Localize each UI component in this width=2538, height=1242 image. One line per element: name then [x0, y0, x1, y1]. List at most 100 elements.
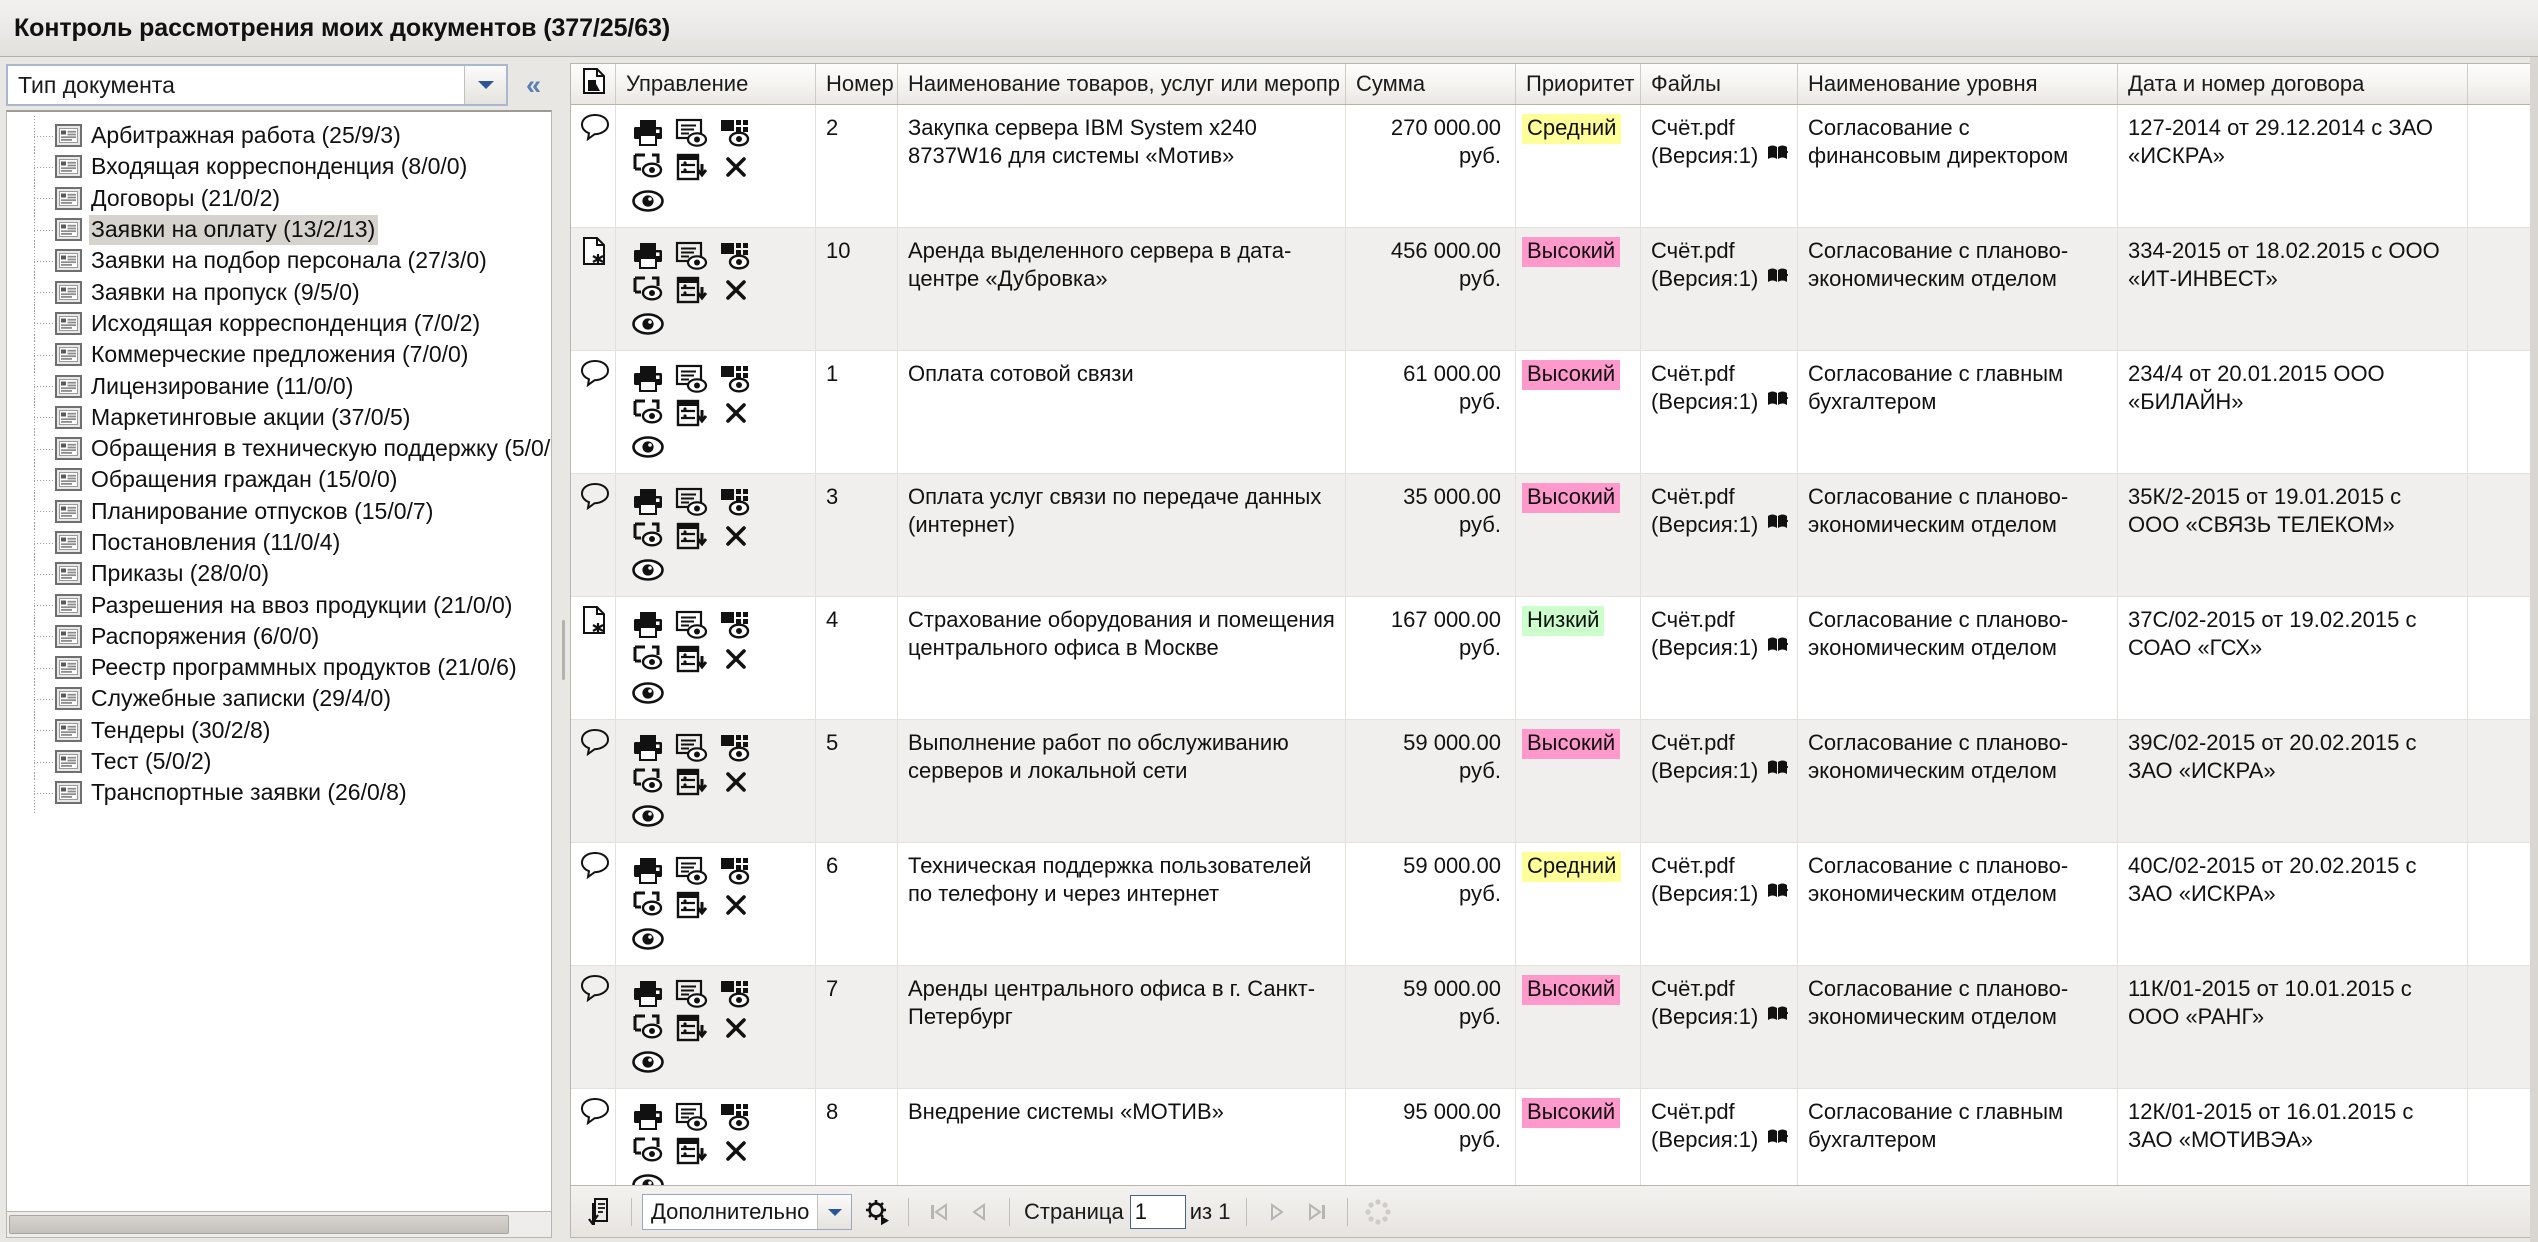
eye-icon[interactable] [626, 184, 670, 218]
table-row[interactable]: 4 Страхование оборудования и помещения це… [571, 597, 2531, 720]
row-status-cell[interactable] [571, 105, 616, 227]
table-row[interactable]: 8 Внедрение системы «МОТИВ» 95 000.00 руб.… [571, 1089, 2531, 1185]
eye-icon[interactable] [626, 922, 670, 956]
file-name[interactable]: Счёт.pdf [1651, 1099, 1735, 1124]
additional-mode-value[interactable]: Дополнительно [651, 1198, 810, 1224]
tree-item[interactable]: Лицензирование (11/0/0) [7, 366, 551, 406]
grid-header-sum[interactable]: Сумма [1346, 64, 1516, 104]
table-row[interactable]: 6 Техническая поддержка пользователей по … [571, 843, 2531, 966]
table-row[interactable]: 10 Аренда выделенного сервера в дата-цент… [571, 228, 2531, 351]
chevron-down-icon[interactable] [817, 1194, 851, 1229]
print-icon[interactable] [626, 116, 670, 150]
document-preview-icon[interactable] [670, 239, 714, 273]
row-status-cell[interactable] [571, 843, 616, 965]
tree-item[interactable]: Маркетинговые акции (37/0/5) [7, 397, 551, 437]
speech-bubble-icon[interactable] [580, 974, 610, 1009]
speech-bubble-icon[interactable] [580, 359, 610, 394]
close-x-icon[interactable] [714, 519, 758, 553]
tree-item[interactable]: Заявки на подбор персонала (27/3/0) [7, 241, 551, 281]
grid-header-ctl[interactable] [571, 64, 616, 104]
sidebar-horizontal-scrollbar[interactable] [6, 1212, 552, 1238]
tree-item[interactable]: Постановления (11/0/4) [7, 522, 551, 563]
tree-item[interactable]: Коммерческие предложения (7/0/0) [7, 335, 551, 375]
frame-preview-icon[interactable] [626, 765, 670, 799]
speech-bubble-icon[interactable] [580, 113, 610, 148]
speech-bubble-icon[interactable] [580, 482, 610, 517]
grid-header-num[interactable]: Номер [816, 64, 898, 104]
print-icon[interactable] [626, 608, 670, 642]
file-name[interactable]: Счёт.pdf [1651, 238, 1735, 263]
speech-bubble-icon[interactable] [580, 1097, 610, 1132]
close-x-icon[interactable] [714, 642, 758, 676]
document-preview-icon[interactable] [670, 485, 714, 519]
tree-item[interactable]: Разрешения на ввоз продукции (21/0/0) [7, 585, 551, 625]
eye-icon[interactable] [626, 430, 670, 464]
file-name[interactable]: Счёт.pdf [1651, 730, 1735, 755]
book-open-icon[interactable] [1766, 1003, 1790, 1031]
table-row[interactable]: 2 Закупка сервера IBM System x240 8737W16… [571, 105, 2531, 228]
frame-preview-icon[interactable] [626, 642, 670, 676]
tree-item[interactable]: Транспортные заявки (26/0/8) [7, 773, 551, 813]
close-x-icon[interactable] [714, 888, 758, 922]
document-preview-icon[interactable] [670, 116, 714, 150]
grid-header-date[interactable]: Дата и номер договора [2118, 64, 2468, 104]
collapse-sidebar-button[interactable]: « [512, 64, 552, 106]
archive-download-icon[interactable] [670, 765, 714, 799]
new-page-icon[interactable] [580, 605, 610, 642]
book-open-icon[interactable] [1766, 880, 1790, 908]
close-x-icon[interactable] [714, 1011, 758, 1045]
eye-icon[interactable] [626, 553, 670, 587]
copy-preview-icon[interactable] [714, 116, 758, 150]
eye-icon[interactable] [626, 676, 670, 710]
close-x-icon[interactable] [714, 396, 758, 430]
document-type-value[interactable]: Тип документа [8, 66, 464, 104]
copy-preview-icon[interactable] [714, 731, 758, 765]
tree-item[interactable]: Входящая корреспонденция (8/0/0) [7, 147, 551, 187]
document-preview-icon[interactable] [670, 362, 714, 396]
chevron-down-icon[interactable] [464, 66, 506, 104]
frame-preview-icon[interactable] [626, 1011, 670, 1045]
print-icon[interactable] [626, 1100, 670, 1134]
close-x-icon[interactable] [714, 1134, 758, 1168]
file-name[interactable]: Счёт.pdf [1651, 484, 1735, 509]
close-x-icon[interactable] [714, 150, 758, 184]
close-x-icon[interactable] [714, 765, 758, 799]
document-preview-icon[interactable] [670, 608, 714, 642]
frame-preview-icon[interactable] [626, 1134, 670, 1168]
tree-item[interactable]: Договоры (21/0/2) [7, 178, 551, 218]
eye-icon[interactable] [626, 1045, 670, 1079]
book-open-icon[interactable] [1766, 388, 1790, 416]
additional-mode-combobox[interactable]: Дополнительно [642, 1193, 852, 1230]
new-page-icon[interactable] [580, 236, 610, 273]
next-page-icon[interactable] [1257, 1192, 1297, 1232]
first-page-icon[interactable] [919, 1192, 959, 1232]
book-open-icon[interactable] [1766, 757, 1790, 785]
tree-item[interactable]: Заявки на пропуск (9/5/0) [7, 272, 551, 312]
row-status-cell[interactable] [571, 351, 616, 473]
page-number-input[interactable] [1129, 1194, 1186, 1229]
eye-icon[interactable] [626, 307, 670, 341]
archive-download-icon[interactable] [670, 396, 714, 430]
tree-item[interactable]: Планирование отпусков (15/0/7) [7, 491, 551, 531]
copy-preview-icon[interactable] [714, 239, 758, 273]
book-open-icon[interactable] [1766, 511, 1790, 539]
row-status-cell[interactable] [571, 966, 616, 1088]
tree-item[interactable]: Служебные записки (29/4/0) [7, 679, 551, 719]
copy-preview-icon[interactable] [714, 854, 758, 888]
book-open-icon[interactable] [1766, 265, 1790, 293]
grid-header-mgmt[interactable]: Управление [616, 64, 816, 104]
row-status-cell[interactable] [571, 1089, 616, 1185]
tree-item[interactable]: Исходящая корреспонденция (7/0/2) [7, 303, 551, 344]
speech-bubble-icon[interactable] [580, 728, 610, 763]
copy-preview-icon[interactable] [714, 485, 758, 519]
grid-header-files[interactable]: Файлы [1641, 64, 1798, 104]
print-icon[interactable] [626, 977, 670, 1011]
print-icon[interactable] [626, 362, 670, 396]
frame-preview-icon[interactable] [626, 150, 670, 184]
document-preview-icon[interactable] [670, 977, 714, 1011]
file-name[interactable]: Счёт.pdf [1651, 976, 1735, 1001]
table-row[interactable]: 1 Оплата сотовой связи 61 000.00 руб. Высок… [571, 351, 2531, 474]
print-icon[interactable] [626, 485, 670, 519]
last-page-icon[interactable] [1297, 1192, 1337, 1232]
gear-run-icon[interactable] [858, 1192, 898, 1232]
